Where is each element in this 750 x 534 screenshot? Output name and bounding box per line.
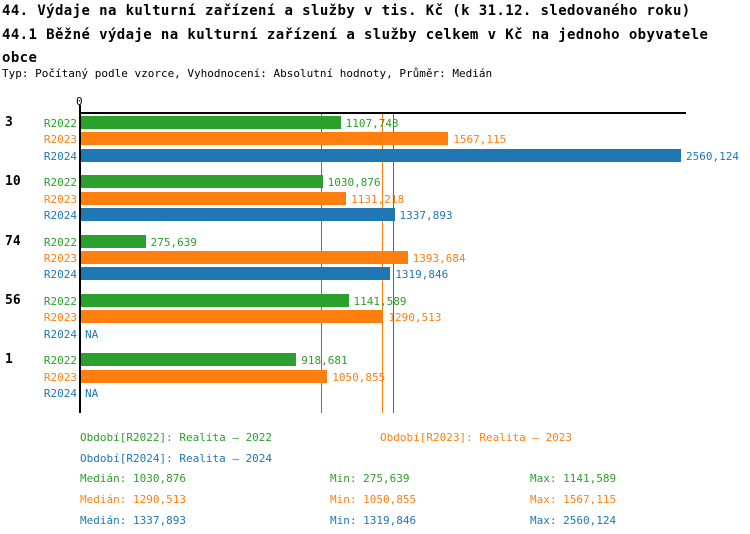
series-row-label: R2022 — [43, 117, 77, 130]
series-row-label: R2023 — [43, 311, 77, 325]
bar-na-label: NA — [85, 327, 99, 341]
bar-value-label: 1030,876 — [327, 176, 381, 190]
bar-value-label: 1567,115 — [453, 133, 507, 147]
bar-value-label: 1337,893 — [399, 209, 453, 223]
bar-r2022 — [81, 353, 297, 367]
bar-r2024 — [81, 208, 395, 222]
bar-r2022 — [81, 234, 146, 248]
series-row-label: R2023 — [43, 192, 77, 206]
stat-max-r2024: Max: 2560,124 — [530, 514, 617, 527]
bar-r2023 — [81, 132, 449, 146]
chart-title-line2: 44.1 Běžné výdaje na kulturní zařízení a… — [2, 27, 709, 43]
series-row-label: R2024 — [43, 209, 77, 223]
bar-value-label: 1290,513 — [388, 311, 442, 325]
legend-item-r2022: Období[R2022]: Realita – 2022 — [80, 431, 273, 444]
series-row-label: R2022 — [43, 354, 77, 368]
stat-max-r2023: Max: 1567,115 — [530, 493, 617, 506]
bar-r2023 — [81, 310, 384, 324]
stat-max-r2022: Max: 1141,589 — [530, 472, 617, 485]
bar-r2024 — [81, 267, 391, 281]
bar-value-label: 1141,589 — [353, 294, 407, 308]
bar-r2024 — [81, 148, 681, 162]
series-row-label: R2022 — [43, 235, 77, 249]
series-row-label: R2023 — [43, 133, 77, 147]
group-label: 1 — [5, 352, 13, 368]
series-row-label: R2023 — [43, 370, 77, 384]
stat-min-r2024: Min: 1319,846 — [330, 514, 417, 527]
bar-value-label: 1050,855 — [332, 370, 386, 384]
stat-median-r2024: Medián: 1337,893 — [80, 514, 186, 527]
bar-value-label: 1393,684 — [412, 252, 466, 265]
series-row-label: R2024 — [43, 327, 77, 341]
chart-meta-line: Typ: Počítaný podle vzorce, Vyhodnocení:… — [2, 67, 493, 80]
series-row-label: R2022 — [43, 294, 77, 308]
bar-r2022 — [81, 293, 349, 307]
series-row-label: R2024 — [43, 149, 77, 163]
bar-value-label: 2560,124 — [686, 149, 739, 163]
group-label: 56 — [5, 292, 21, 308]
series-row-label: R2024 — [43, 387, 77, 400]
y-axis-line — [79, 105, 81, 413]
bar-na-label: NA — [85, 387, 99, 400]
group-label: 10 — [5, 174, 21, 190]
bar-value-label: 918,681 — [301, 354, 348, 368]
series-row-label: R2022 — [43, 176, 77, 190]
series-row-label: R2024 — [43, 268, 77, 282]
bar-r2023 — [81, 251, 408, 264]
x-axis-line — [80, 112, 686, 114]
bar-value-label: 275,639 — [150, 235, 197, 249]
stat-median-r2023: Medián: 1290,513 — [80, 493, 186, 506]
bar-value-label: 1319,846 — [395, 268, 449, 282]
stat-min-r2023: Min: 1050,855 — [330, 493, 417, 506]
stat-median-r2022: Medián: 1030,876 — [80, 472, 186, 485]
group-label: 3 — [5, 115, 13, 130]
legend-item-r2024: Období[R2024]: Realita – 2024 — [80, 452, 273, 465]
stat-min-r2022: Min: 275,639 — [330, 472, 410, 485]
group-label: 74 — [5, 233, 21, 249]
series-row-label: R2023 — [43, 252, 77, 265]
bar-r2022 — [81, 116, 341, 129]
chart-title-line3: obce — [2, 50, 38, 66]
bar-r2022 — [81, 175, 323, 189]
chart-title-line1: 44. Výdaje na kulturní zařízení a služby… — [2, 3, 691, 19]
bar-value-label: 1107,743 — [345, 117, 399, 130]
legend-item-r2023: Období[R2023]: Realita – 2023 — [380, 431, 573, 444]
bar-r2023 — [81, 191, 347, 205]
x-axis-zero-label: 0 — [76, 95, 83, 108]
bar-value-label: 1131,218 — [351, 192, 405, 206]
bar-r2023 — [81, 369, 328, 383]
